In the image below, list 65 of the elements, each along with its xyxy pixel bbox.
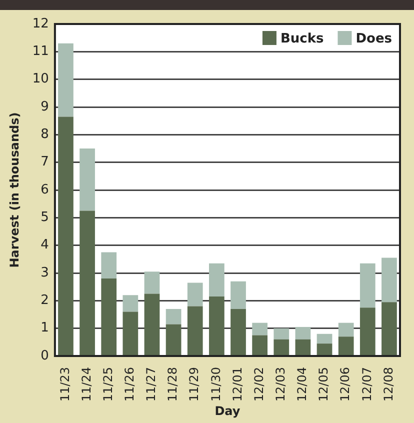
y-tick-label: 6 — [40, 182, 49, 198]
bar — [144, 294, 160, 356]
bar — [230, 308, 246, 356]
x-tick-label: 12/04 — [295, 367, 310, 402]
x-axis-title: Day — [214, 404, 240, 418]
x-tick-label: 11/26 — [122, 367, 137, 402]
bar — [360, 308, 376, 356]
bar — [316, 344, 332, 356]
bar — [101, 252, 117, 279]
bar — [166, 324, 182, 356]
x-tick-label: 12/08 — [381, 367, 396, 402]
y-tick-label: 7 — [40, 154, 49, 170]
bar — [101, 278, 117, 356]
y-axis-title: Harvest (in thousands) — [7, 112, 22, 268]
bar — [209, 296, 224, 356]
x-tick-label: 12/05 — [316, 367, 331, 402]
bar — [360, 263, 376, 308]
x-tick-label: 11/28 — [166, 367, 180, 402]
y-tick-label: 0 — [40, 348, 49, 364]
bar — [295, 339, 311, 356]
y-tick-label: 11 — [32, 44, 49, 60]
x-tick-label: 11/30 — [208, 367, 223, 402]
bar — [338, 336, 354, 356]
bar — [122, 295, 138, 312]
bar — [80, 210, 95, 356]
x-tick-label: 11/27 — [144, 367, 158, 402]
x-tick-label: 11/29 — [187, 367, 202, 402]
bar — [252, 322, 268, 336]
x-tick-label: 11/23 — [58, 367, 72, 402]
y-tick-label: 9 — [40, 99, 49, 114]
bar — [252, 335, 268, 356]
bar — [382, 302, 397, 356]
y-tick-label: 2 — [40, 293, 49, 308]
bar — [80, 148, 95, 211]
x-tick-label: 11/24 — [79, 367, 94, 402]
bar — [144, 272, 160, 294]
x-tick-label: 12/07 — [360, 367, 374, 402]
bar — [122, 312, 138, 356]
bar — [187, 306, 203, 356]
bar — [230, 281, 246, 309]
bar — [166, 308, 182, 324]
y-tick-label: 3 — [40, 265, 49, 280]
y-tick-label: 12 — [32, 16, 49, 32]
x-tick-label: 12/01 — [230, 367, 244, 402]
y-tick-label: 8 — [40, 127, 49, 142]
y-tick-label: 10 — [32, 72, 49, 87]
x-tick-label: 12/02 — [252, 367, 266, 402]
bar — [338, 322, 354, 337]
x-tick-label: 12/06 — [338, 367, 352, 402]
bar — [274, 339, 290, 356]
bar — [187, 282, 203, 306]
bar — [382, 258, 397, 302]
bar — [295, 326, 311, 340]
x-tick-label: 11/25 — [100, 367, 115, 402]
y-tick-label: 5 — [40, 210, 49, 226]
x-tick-label: 12/03 — [274, 367, 288, 402]
bar — [316, 334, 332, 344]
bar — [274, 328, 290, 340]
legend-label: Does — [356, 31, 392, 46]
y-tick-label: 4 — [40, 238, 49, 253]
y-tick-label: 1 — [40, 320, 49, 336]
bar — [58, 116, 74, 356]
legend-label: Bucks — [280, 31, 324, 46]
bar — [58, 43, 74, 117]
bar — [209, 263, 224, 297]
